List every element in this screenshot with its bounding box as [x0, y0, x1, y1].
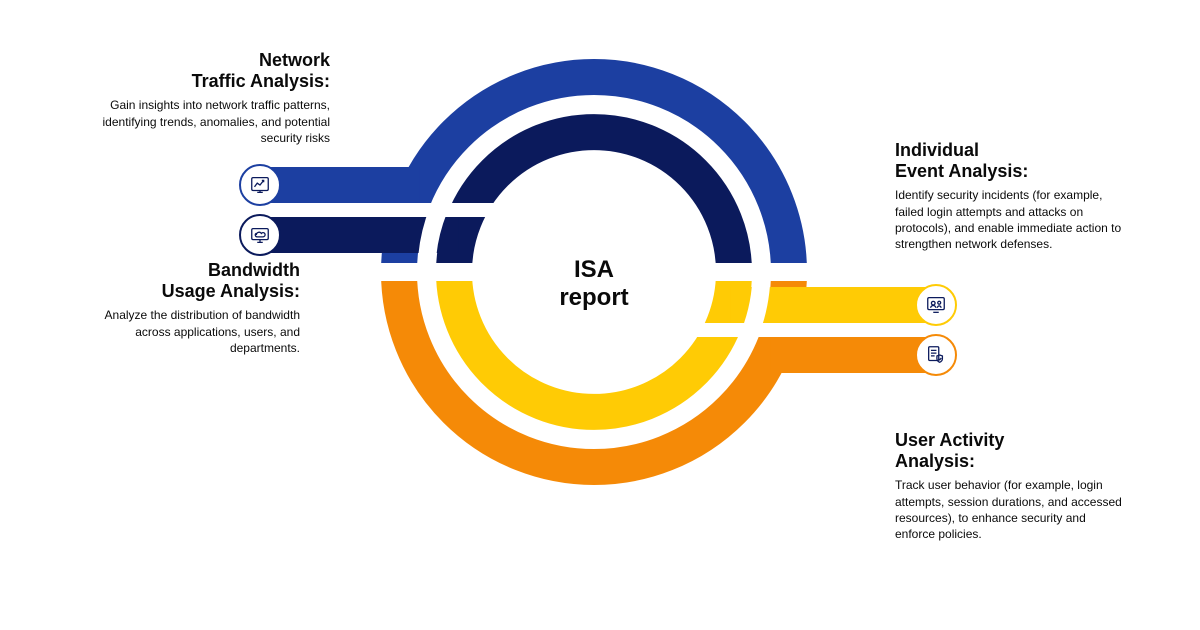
- section-title: Bandwidth Usage Analysis:: [90, 260, 300, 301]
- section-desc: Track user behavior (for example, login …: [895, 477, 1125, 542]
- infographic-stage: ISA report Network Traffic Analysis: Gai…: [0, 0, 1200, 630]
- section-user-activity: User Activity Analysis: Track user behav…: [895, 430, 1125, 542]
- section-bandwidth-usage: Bandwidth Usage Analysis: Analyze the di…: [90, 260, 300, 356]
- chart-growth-icon: [239, 164, 281, 206]
- shield-doc-icon: [915, 334, 957, 376]
- cloud-monitor-icon: [239, 214, 281, 256]
- center-line2: report: [524, 284, 664, 312]
- users-screen-icon: [915, 284, 957, 326]
- section-desc: Analyze the distribution of bandwidth ac…: [90, 307, 300, 356]
- center-line1: ISA: [524, 256, 664, 284]
- section-network-traffic: Network Traffic Analysis: Gain insights …: [90, 50, 330, 146]
- section-desc: Gain insights into network traffic patte…: [90, 97, 330, 146]
- center-label: ISA report: [524, 256, 664, 311]
- section-title: Network Traffic Analysis:: [90, 50, 330, 91]
- section-desc: Identify security incidents (for example…: [895, 187, 1125, 252]
- section-title: Individual Event Analysis:: [895, 140, 1125, 181]
- section-title: User Activity Analysis:: [895, 430, 1125, 471]
- section-individual-event: Individual Event Analysis: Identify secu…: [895, 140, 1125, 252]
